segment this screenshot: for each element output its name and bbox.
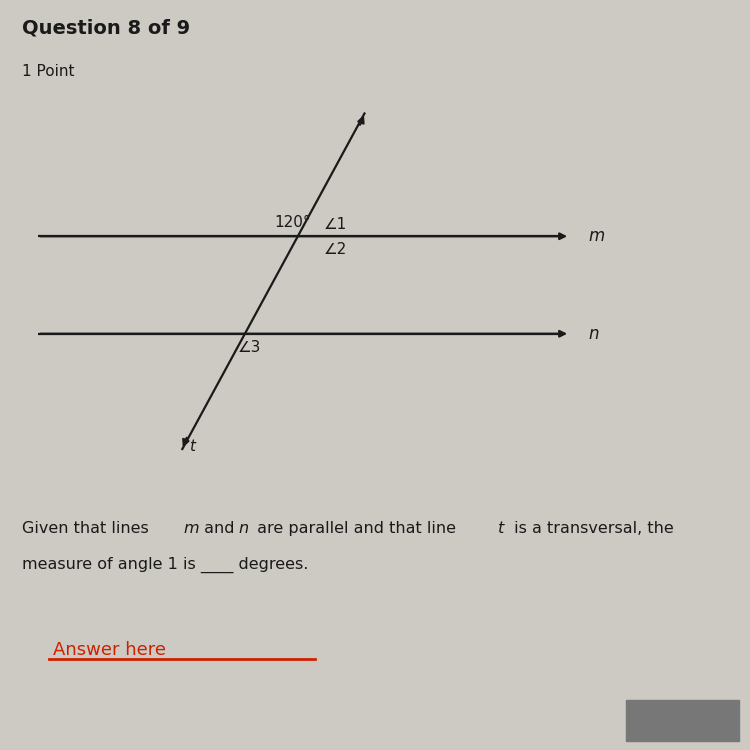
Text: SUBMIT: SUBMIT [656,714,710,728]
Text: 1 Point: 1 Point [22,64,75,79]
Text: measure of angle 1 is ____ degrees.: measure of angle 1 is ____ degrees. [22,556,309,573]
Text: ∠1: ∠1 [324,217,347,232]
Text: Given that lines: Given that lines [22,521,154,536]
Text: ∠3: ∠3 [238,340,261,355]
Text: are parallel and that line: are parallel and that line [252,521,461,536]
Text: Question 8 of 9: Question 8 of 9 [22,19,190,38]
FancyBboxPatch shape [626,700,739,741]
Text: n: n [238,521,248,536]
Text: and: and [199,521,239,536]
Text: Answer here: Answer here [53,641,166,659]
Text: t: t [498,521,504,536]
Text: 120°: 120° [274,215,311,230]
Text: ∠2: ∠2 [324,242,347,257]
Text: t: t [189,439,195,454]
Text: m: m [589,227,605,245]
Text: m: m [184,521,200,536]
Text: is a transversal, the: is a transversal, the [509,521,674,536]
Text: n: n [589,325,599,343]
